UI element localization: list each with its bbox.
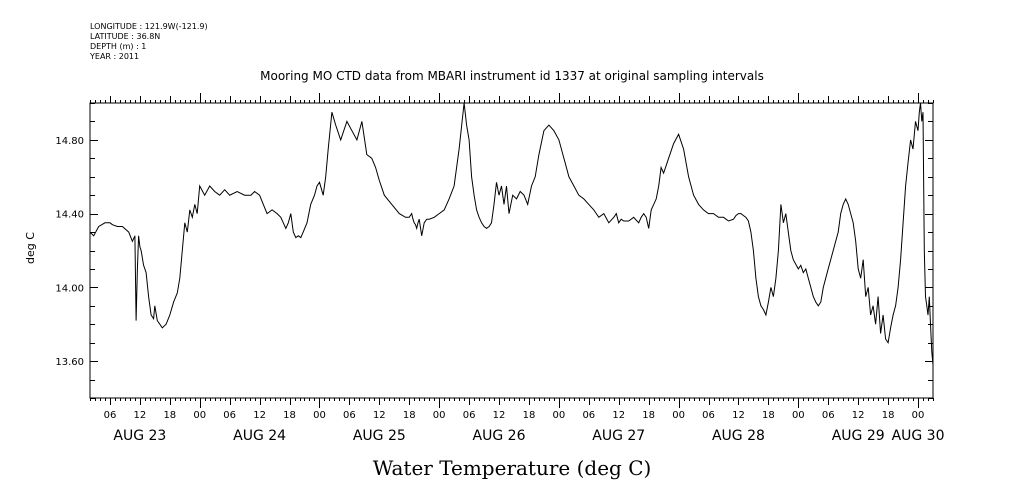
x-hour-label: 12: [732, 410, 745, 421]
x-day-label: AUG 25: [353, 428, 406, 444]
x-hour-label: 06: [702, 410, 715, 421]
depth-line: DEPTH (m) : 1: [90, 42, 147, 51]
year-line: YEAR : 2011: [90, 52, 140, 61]
longitude-line: LONGITUDE : 121.9W(-121.9): [90, 22, 208, 31]
x-hour-label: 12: [612, 410, 625, 421]
x-day-label: AUG 23: [113, 428, 166, 444]
y-axis-label: deg C: [24, 232, 37, 264]
x-hour-label: 06: [104, 410, 117, 421]
x-hour-label: 00: [313, 410, 326, 421]
x-axis-label: Water Temperature (deg C): [373, 456, 652, 480]
chart-title: Mooring MO CTD data from MBARI instrumen…: [260, 69, 764, 83]
x-hour-label: 12: [134, 410, 147, 421]
x-hour-label: 00: [433, 410, 446, 421]
metadata-block: LONGITUDE : 121.9W(-121.9) LATITUDE : 36…: [90, 22, 208, 62]
x-hour-label: 18: [163, 410, 176, 421]
x-day-label: AUG 28: [712, 428, 765, 444]
plot-frame: [89, 102, 934, 399]
y-tick-label: 14.00: [55, 283, 84, 294]
x-day-label: AUG 27: [592, 428, 645, 444]
x-hour-label: 18: [882, 410, 895, 421]
series-group: [89, 102, 934, 365]
temperature-line: [89, 102, 934, 365]
x-hour-label: 00: [912, 410, 925, 421]
y-tick-label: 14.40: [55, 210, 84, 221]
y-axis: 13.60 14.00 14.40 14.80: [55, 103, 933, 399]
x-hour-label: 00: [193, 410, 206, 421]
x-hour-label: 06: [223, 410, 236, 421]
x-day-label: AUG 29: [832, 428, 885, 444]
y-tick-label: 13.60: [55, 357, 84, 368]
x-hour-label: 18: [283, 410, 296, 421]
x-hour-label: 18: [642, 410, 655, 421]
x-hour-label: 06: [463, 410, 476, 421]
x-day-label: AUG 26: [473, 428, 526, 444]
x-hour-label: 06: [582, 410, 595, 421]
x-hour-label: 00: [672, 410, 685, 421]
x-hour-label: 00: [553, 410, 566, 421]
latitude-line: LATITUDE : 36.8N: [90, 32, 161, 41]
x-hour-label: 12: [373, 410, 386, 421]
x-hour-label: 06: [822, 410, 835, 421]
x-hour-label: 00: [792, 410, 805, 421]
plot-border: [89, 102, 934, 399]
x-hour-label: 18: [523, 410, 536, 421]
x-hour-label: 06: [343, 410, 356, 421]
x-hour-label: 12: [852, 410, 865, 421]
x-axis: 06 12 18 00 06 12 18 00 06 12 18 00 06 12 18 00 06 12 18 00…: [90, 93, 945, 444]
x-hour-label: 18: [403, 410, 416, 421]
x-hour-label: 12: [253, 410, 266, 421]
x-day-label: AUG 30: [892, 428, 945, 444]
x-hour-label: 12: [493, 410, 506, 421]
x-day-label: AUG 24: [233, 428, 286, 444]
x-hour-label: 18: [762, 410, 775, 421]
y-tick-label: 14.80: [55, 136, 84, 147]
